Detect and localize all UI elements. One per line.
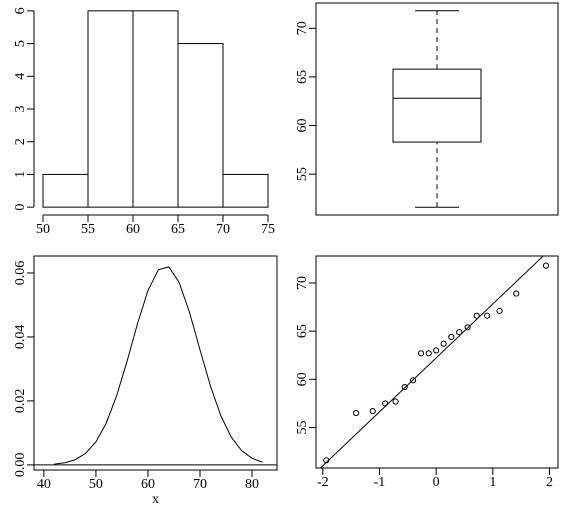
point	[425, 350, 432, 357]
y-tick-label: 60	[295, 119, 310, 133]
y-tick-label: 5	[13, 40, 28, 47]
point	[382, 400, 389, 407]
y-tick-label: 0.02	[13, 389, 28, 414]
point	[353, 409, 360, 417]
y-tick-label: 55	[295, 167, 310, 181]
x-tick-label: 65	[171, 222, 185, 237]
x-tick-label: 50	[36, 222, 50, 237]
density-line	[54, 266, 263, 465]
y-tick-label: 3	[13, 106, 28, 113]
x-tick-label: 55	[81, 222, 95, 237]
point	[409, 377, 417, 384]
x-tick-label: 75	[261, 222, 275, 237]
plot-frame	[33, 255, 278, 471]
y-tick-label: 65	[295, 70, 310, 84]
y-tick-label: 6	[13, 7, 28, 14]
x-tick-label: 1	[489, 475, 496, 490]
point	[392, 398, 399, 405]
x-tick-label: 2	[546, 475, 553, 490]
box	[392, 68, 482, 143]
y-tick-label: 65	[295, 324, 310, 338]
x-tick-label: 60	[141, 477, 155, 492]
point	[369, 408, 376, 415]
y-tick-label: 55	[295, 421, 310, 435]
plot-frame	[315, 255, 559, 469]
histogram-bar	[87, 10, 134, 208]
plot-frame	[315, 2, 559, 216]
histogram-bar	[177, 43, 224, 208]
y-tick-label: 60	[295, 372, 310, 386]
y-tick-label: 2	[13, 138, 28, 145]
point	[542, 262, 550, 269]
point	[473, 312, 480, 319]
x-tick-label: 0	[433, 475, 440, 490]
y-tick-label: 4	[13, 73, 28, 80]
x-tick-label: 70	[216, 222, 230, 237]
y-tick-label: 70	[295, 21, 310, 35]
x-tick-label: 70	[193, 477, 207, 492]
x-tick-label: 50	[89, 477, 103, 492]
point	[513, 290, 520, 297]
y-tick-label: 0.00	[13, 453, 28, 478]
histogram-bar	[132, 10, 179, 208]
y-tick-label: 70	[295, 276, 310, 290]
point	[323, 457, 330, 464]
y-tick-label: 0.04	[13, 325, 28, 350]
y-tick-label: 1	[13, 171, 28, 178]
histogram-bar	[222, 173, 269, 208]
x-tick-label: 80	[245, 477, 259, 492]
x-tick-label: -1	[374, 475, 386, 490]
point	[496, 307, 503, 315]
point	[484, 312, 491, 319]
histogram-bar	[42, 173, 89, 208]
point	[417, 350, 425, 357]
x-tick-label: 60	[126, 222, 140, 237]
x-tick-label: 40	[37, 477, 51, 492]
point	[440, 340, 447, 347]
x-axis-label: x	[152, 492, 159, 506]
point	[456, 329, 463, 336]
reference-line	[319, 256, 544, 468]
point	[401, 383, 408, 391]
point	[433, 347, 440, 354]
point	[448, 333, 455, 341]
point	[464, 324, 471, 331]
y-tick-label: 0.06	[13, 261, 28, 286]
x-tick-label: -2	[317, 475, 329, 490]
reference-line-group	[319, 256, 544, 468]
y-tick-label: 0	[13, 204, 28, 211]
